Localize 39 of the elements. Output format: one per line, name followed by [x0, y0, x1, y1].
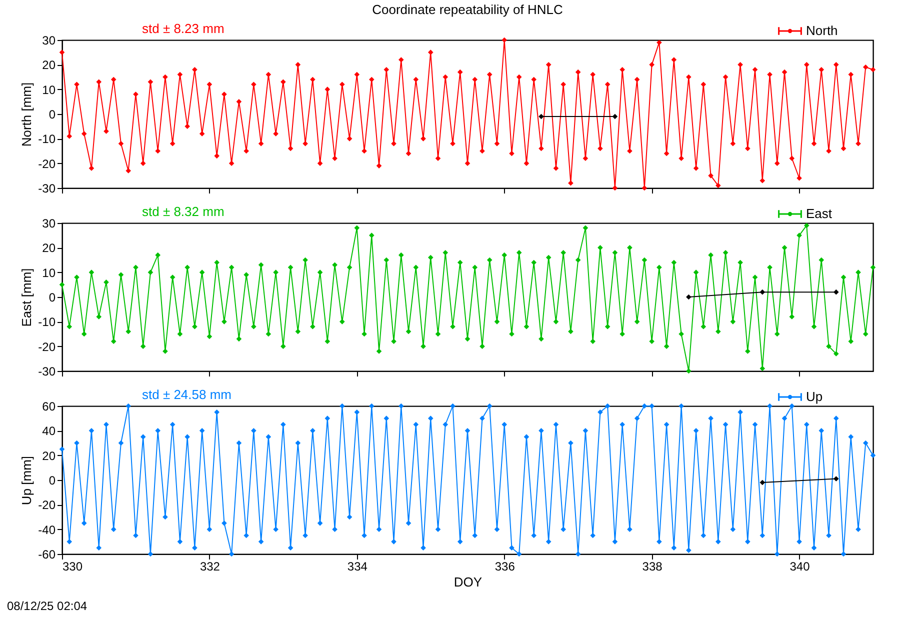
y-tick-label: 30 — [42, 34, 56, 48]
y-tick-label: -10 — [38, 315, 56, 330]
y-tick-label: -40 — [38, 522, 56, 537]
text: std ± 8.32 mm — [142, 204, 224, 219]
y-tick-label: -20 — [38, 156, 56, 171]
x-tick-label: 338 — [642, 560, 663, 574]
y-tick-label: -30 — [38, 182, 56, 196]
y-tick-label: -20 — [38, 498, 56, 512]
y-tick-label: 20 — [42, 448, 56, 463]
x-tick-label: 340 — [790, 560, 810, 574]
legend-label: North — [806, 23, 838, 38]
text: std ± 24.58 mm — [142, 387, 232, 402]
y-tick-label: 0 — [48, 474, 56, 488]
y-axis-title: East [mm] — [19, 268, 34, 327]
chart-title: Coordinate repeatability of HNLC — [372, 2, 563, 17]
x-tick-label: 336 — [494, 560, 516, 574]
x-tick-label: 330 — [62, 560, 83, 574]
y-tick-label: 10 — [42, 266, 56, 280]
y-tick-label: -20 — [38, 340, 56, 354]
legend-label: Up — [806, 389, 823, 404]
x-tick-label: 334 — [347, 560, 368, 574]
y-tick-label: 0 — [48, 108, 56, 122]
y-tick-label: 20 — [42, 58, 56, 72]
x-axis-title: DOY — [454, 574, 482, 590]
y-tick-label: -60 — [38, 548, 56, 562]
y-tick-label: 20 — [42, 241, 56, 256]
y-tick-label: 0 — [48, 290, 56, 304]
legend-label: East — [806, 206, 832, 221]
y-axis-title: North [mm] — [19, 82, 34, 147]
y-tick-label: 30 — [42, 216, 56, 230]
y-tick-label: 40 — [42, 424, 56, 438]
text: 08/12/25 02:04 — [7, 599, 88, 613]
text: std ± 8.23 mm — [142, 21, 224, 36]
y-axis-title: Up [mm] — [19, 456, 34, 506]
x-tick-label: 332 — [200, 560, 220, 574]
y-tick-label: 60 — [42, 400, 56, 414]
y-tick-label: 10 — [42, 82, 56, 97]
y-tick-label: -10 — [38, 132, 56, 146]
y-tick-label: -30 — [38, 364, 56, 378]
